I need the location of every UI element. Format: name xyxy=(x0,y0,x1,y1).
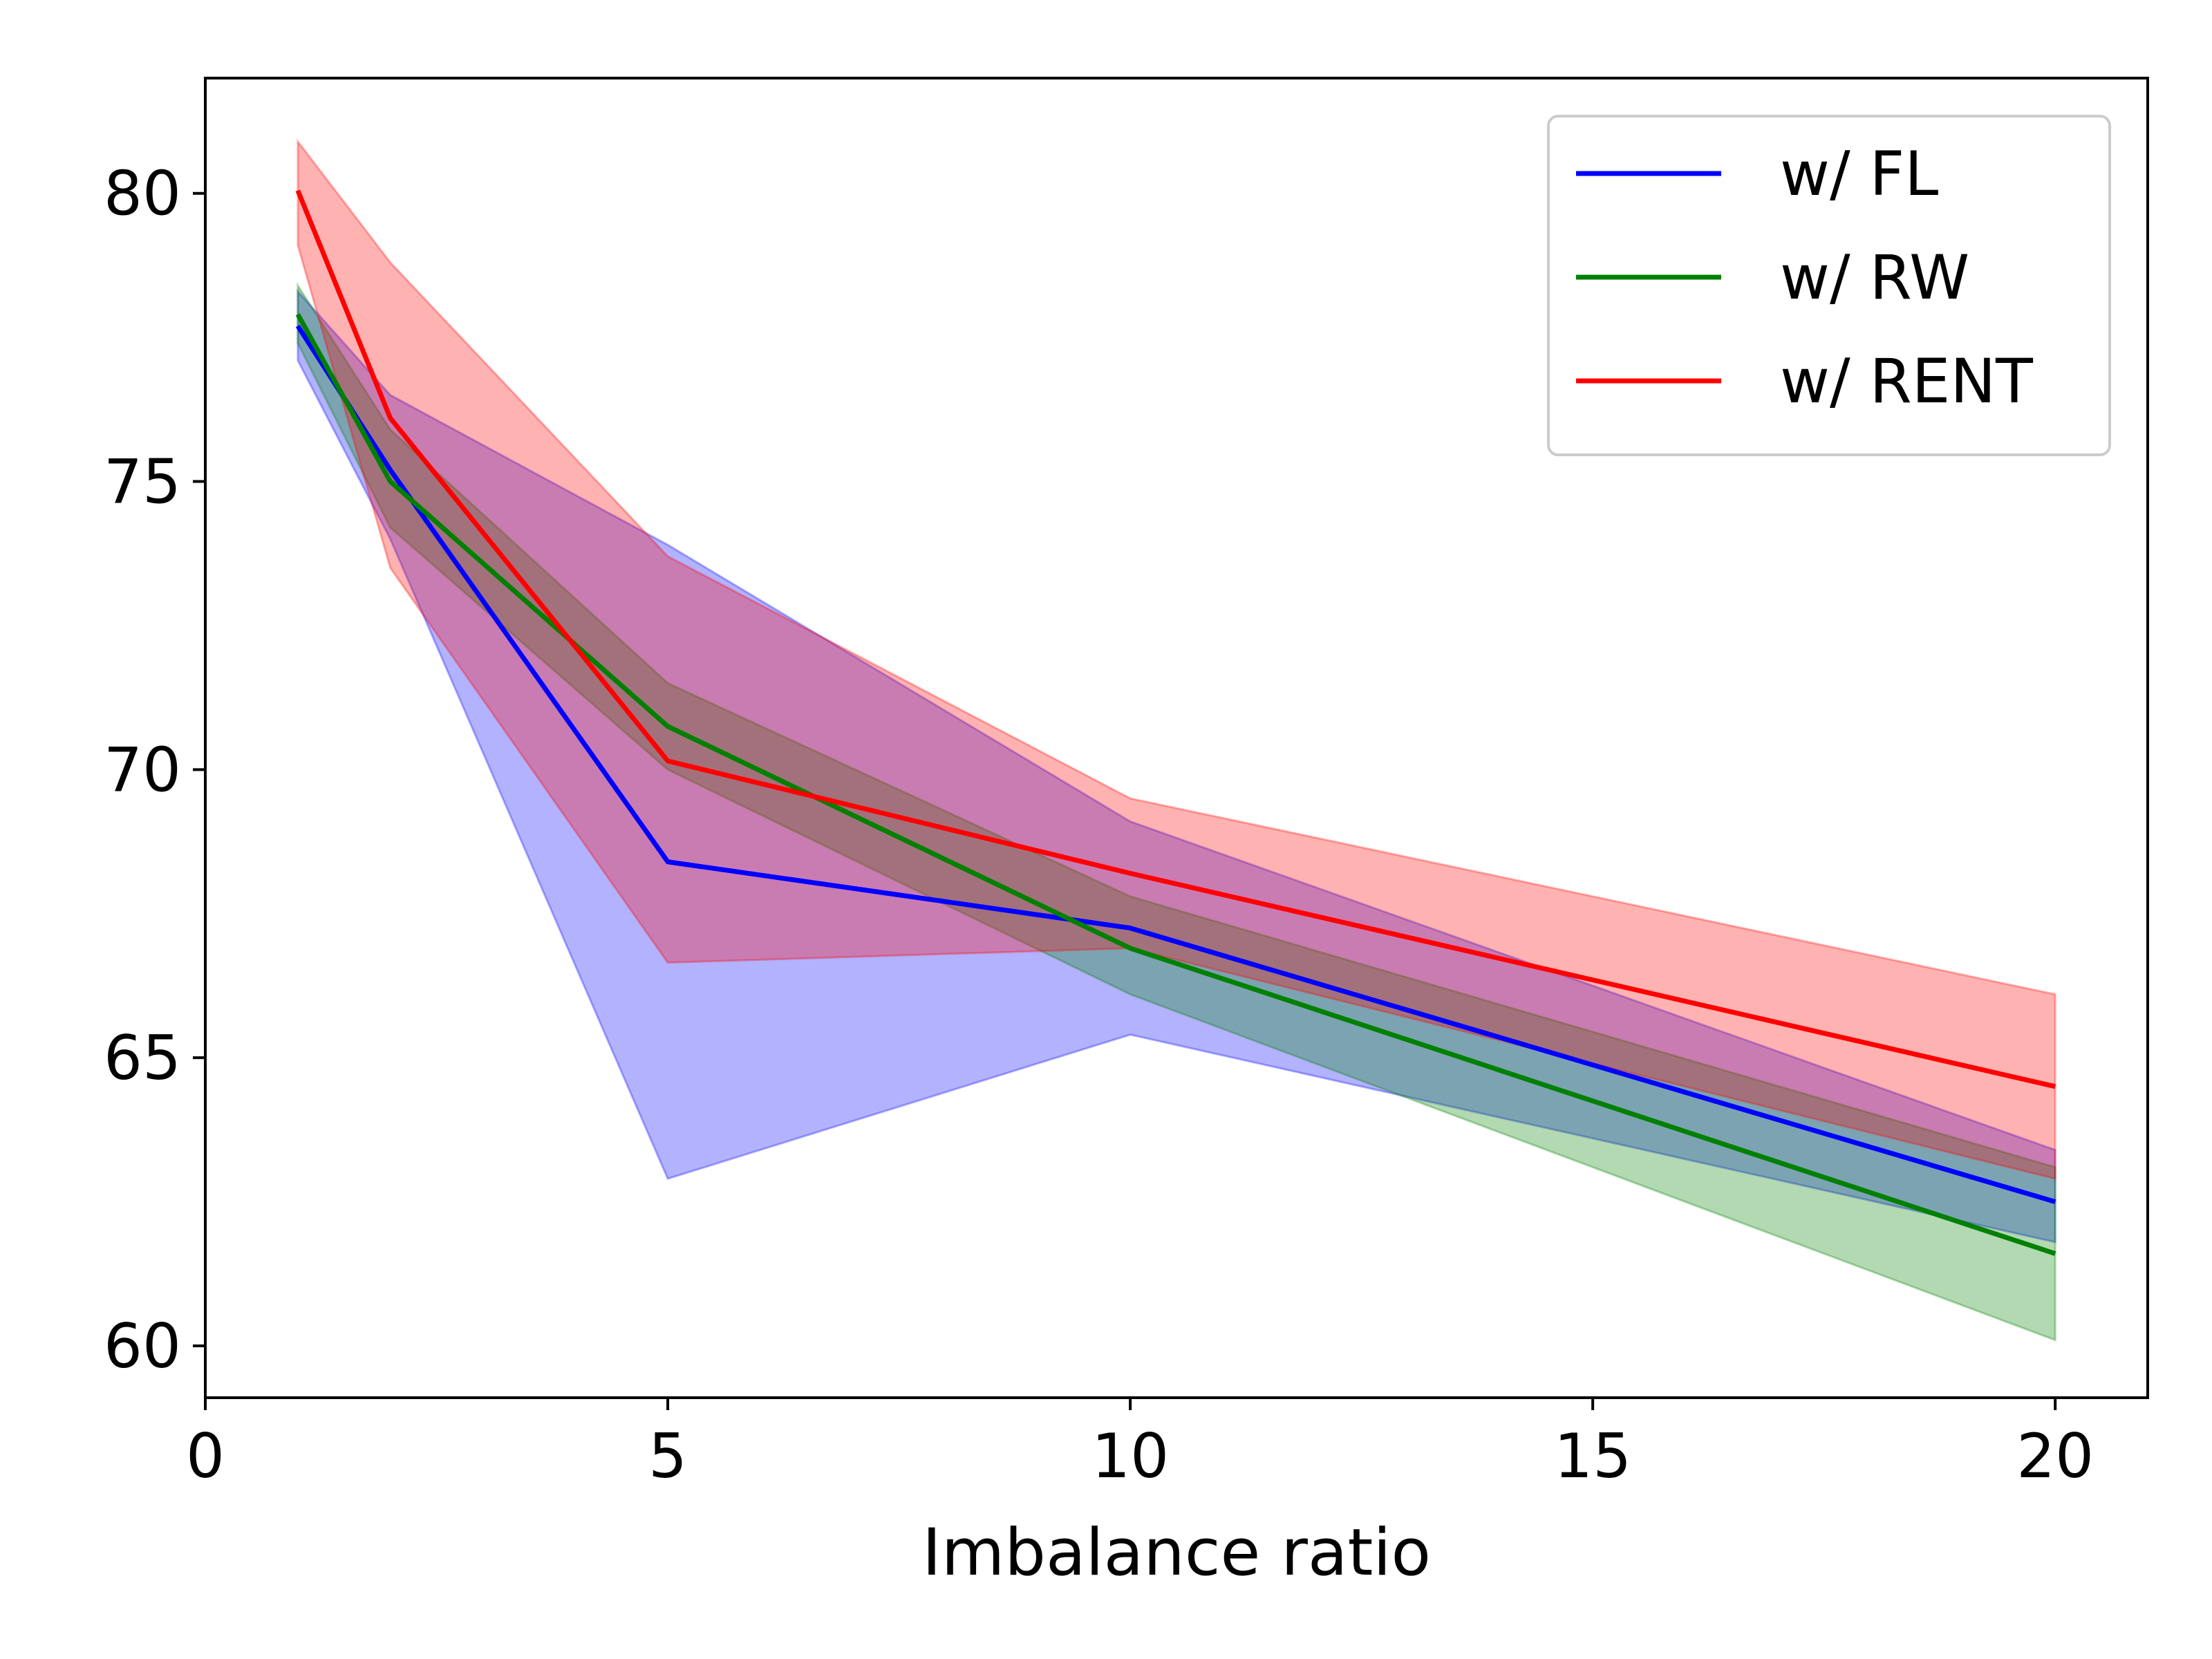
legend-label: w/ FL xyxy=(1780,138,1938,209)
legend-label: w/ RW xyxy=(1780,242,1969,313)
legend-box xyxy=(1547,115,2111,456)
legend: w/ FL w/ RW w/ RENT xyxy=(1547,115,2111,456)
line-series-2 xyxy=(295,189,2056,1089)
x-tick-label: 15 xyxy=(1554,1421,1631,1492)
y-axis: 60 65 70 75 80 xyxy=(104,158,205,1382)
x-axis: 0 5 10 15 20 xyxy=(186,1398,2094,1492)
plot-frame xyxy=(204,77,2149,1399)
x-tick-label: 0 xyxy=(186,1421,225,1492)
x-tick-label: 10 xyxy=(1091,1421,1169,1492)
y-tick-label: 70 xyxy=(104,734,181,805)
y-tick-label: 80 xyxy=(104,158,181,229)
line-series-1 xyxy=(295,313,2056,1256)
confidence-bands xyxy=(297,138,2056,1342)
band-series-2 xyxy=(297,138,2056,1181)
band-series-0 xyxy=(297,288,2056,1244)
y-tick-label: 75 xyxy=(104,447,181,518)
band-series-1 xyxy=(297,281,2056,1342)
legend-label: w/ RENT xyxy=(1780,346,2034,417)
x-tick-label: 5 xyxy=(648,1421,687,1492)
series-lines xyxy=(295,189,2056,1256)
x-tick-label: 20 xyxy=(2016,1421,2094,1492)
x-axis-title: Imbalance ratio xyxy=(922,1515,1431,1591)
y-tick-label: 60 xyxy=(104,1311,181,1382)
y-tick-label: 65 xyxy=(104,1022,181,1094)
